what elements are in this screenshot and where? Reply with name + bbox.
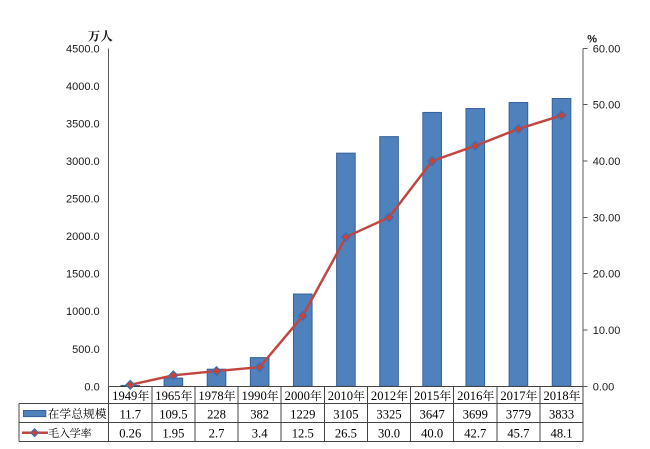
svg-text:50.00: 50.00: [593, 100, 621, 112]
svg-text:2017: 2017: [500, 389, 525, 403]
svg-text:382: 382: [250, 407, 269, 421]
svg-text:2012: 2012: [371, 389, 396, 403]
svg-text:0.0: 0.0: [84, 381, 99, 393]
svg-text:3500.0: 3500.0: [66, 118, 100, 130]
svg-text:30.00: 30.00: [593, 212, 621, 224]
svg-text:1990: 1990: [242, 389, 267, 403]
svg-text:12.5: 12.5: [292, 427, 314, 441]
svg-text:60.00: 60.00: [593, 43, 621, 55]
svg-text:30.0: 30.0: [378, 427, 400, 441]
svg-text:48.1: 48.1: [551, 427, 573, 441]
svg-text:2000.0: 2000.0: [66, 231, 100, 243]
svg-text:4000.0: 4000.0: [66, 81, 100, 93]
svg-text:2000: 2000: [285, 389, 310, 403]
svg-text:1000.0: 1000.0: [66, 306, 100, 318]
svg-text:228: 228: [207, 407, 226, 421]
svg-text:3699: 3699: [463, 407, 488, 421]
svg-text:109.5: 109.5: [159, 407, 187, 421]
svg-text:3000.0: 3000.0: [66, 156, 100, 168]
svg-text:0.00: 0.00: [593, 381, 614, 393]
svg-text:%: %: [587, 34, 597, 46]
svg-text:1500.0: 1500.0: [66, 269, 100, 281]
svg-text:2010: 2010: [328, 389, 353, 403]
svg-text:1949: 1949: [112, 389, 137, 403]
svg-text:3779: 3779: [506, 407, 531, 421]
svg-text:11.7: 11.7: [119, 407, 141, 421]
svg-text:2016: 2016: [457, 389, 482, 403]
svg-text:2018: 2018: [543, 389, 568, 403]
svg-text:10.00: 10.00: [593, 325, 621, 337]
svg-text:3.4: 3.4: [252, 427, 268, 441]
svg-text:1.95: 1.95: [162, 427, 184, 441]
svg-text:42.7: 42.7: [464, 427, 486, 441]
svg-text:500.0: 500.0: [72, 344, 100, 356]
svg-text:20.00: 20.00: [593, 269, 621, 281]
svg-text:2.7: 2.7: [209, 427, 225, 441]
svg-text:3647: 3647: [420, 407, 445, 421]
svg-text:2500.0: 2500.0: [66, 194, 100, 206]
svg-text:45.7: 45.7: [507, 427, 529, 441]
svg-text:1965: 1965: [155, 389, 180, 403]
svg-text:1978: 1978: [198, 389, 223, 403]
svg-text:4500.0: 4500.0: [66, 43, 100, 55]
svg-text:40.0: 40.0: [421, 427, 443, 441]
svg-text:0.26: 0.26: [119, 427, 141, 441]
svg-text:3105: 3105: [333, 407, 358, 421]
svg-text:1229: 1229: [290, 407, 315, 421]
svg-text:3325: 3325: [376, 407, 401, 421]
svg-text:26.5: 26.5: [335, 427, 357, 441]
svg-text:2015: 2015: [414, 389, 439, 403]
svg-text:3833: 3833: [549, 407, 574, 421]
svg-text:40.00: 40.00: [593, 156, 621, 168]
